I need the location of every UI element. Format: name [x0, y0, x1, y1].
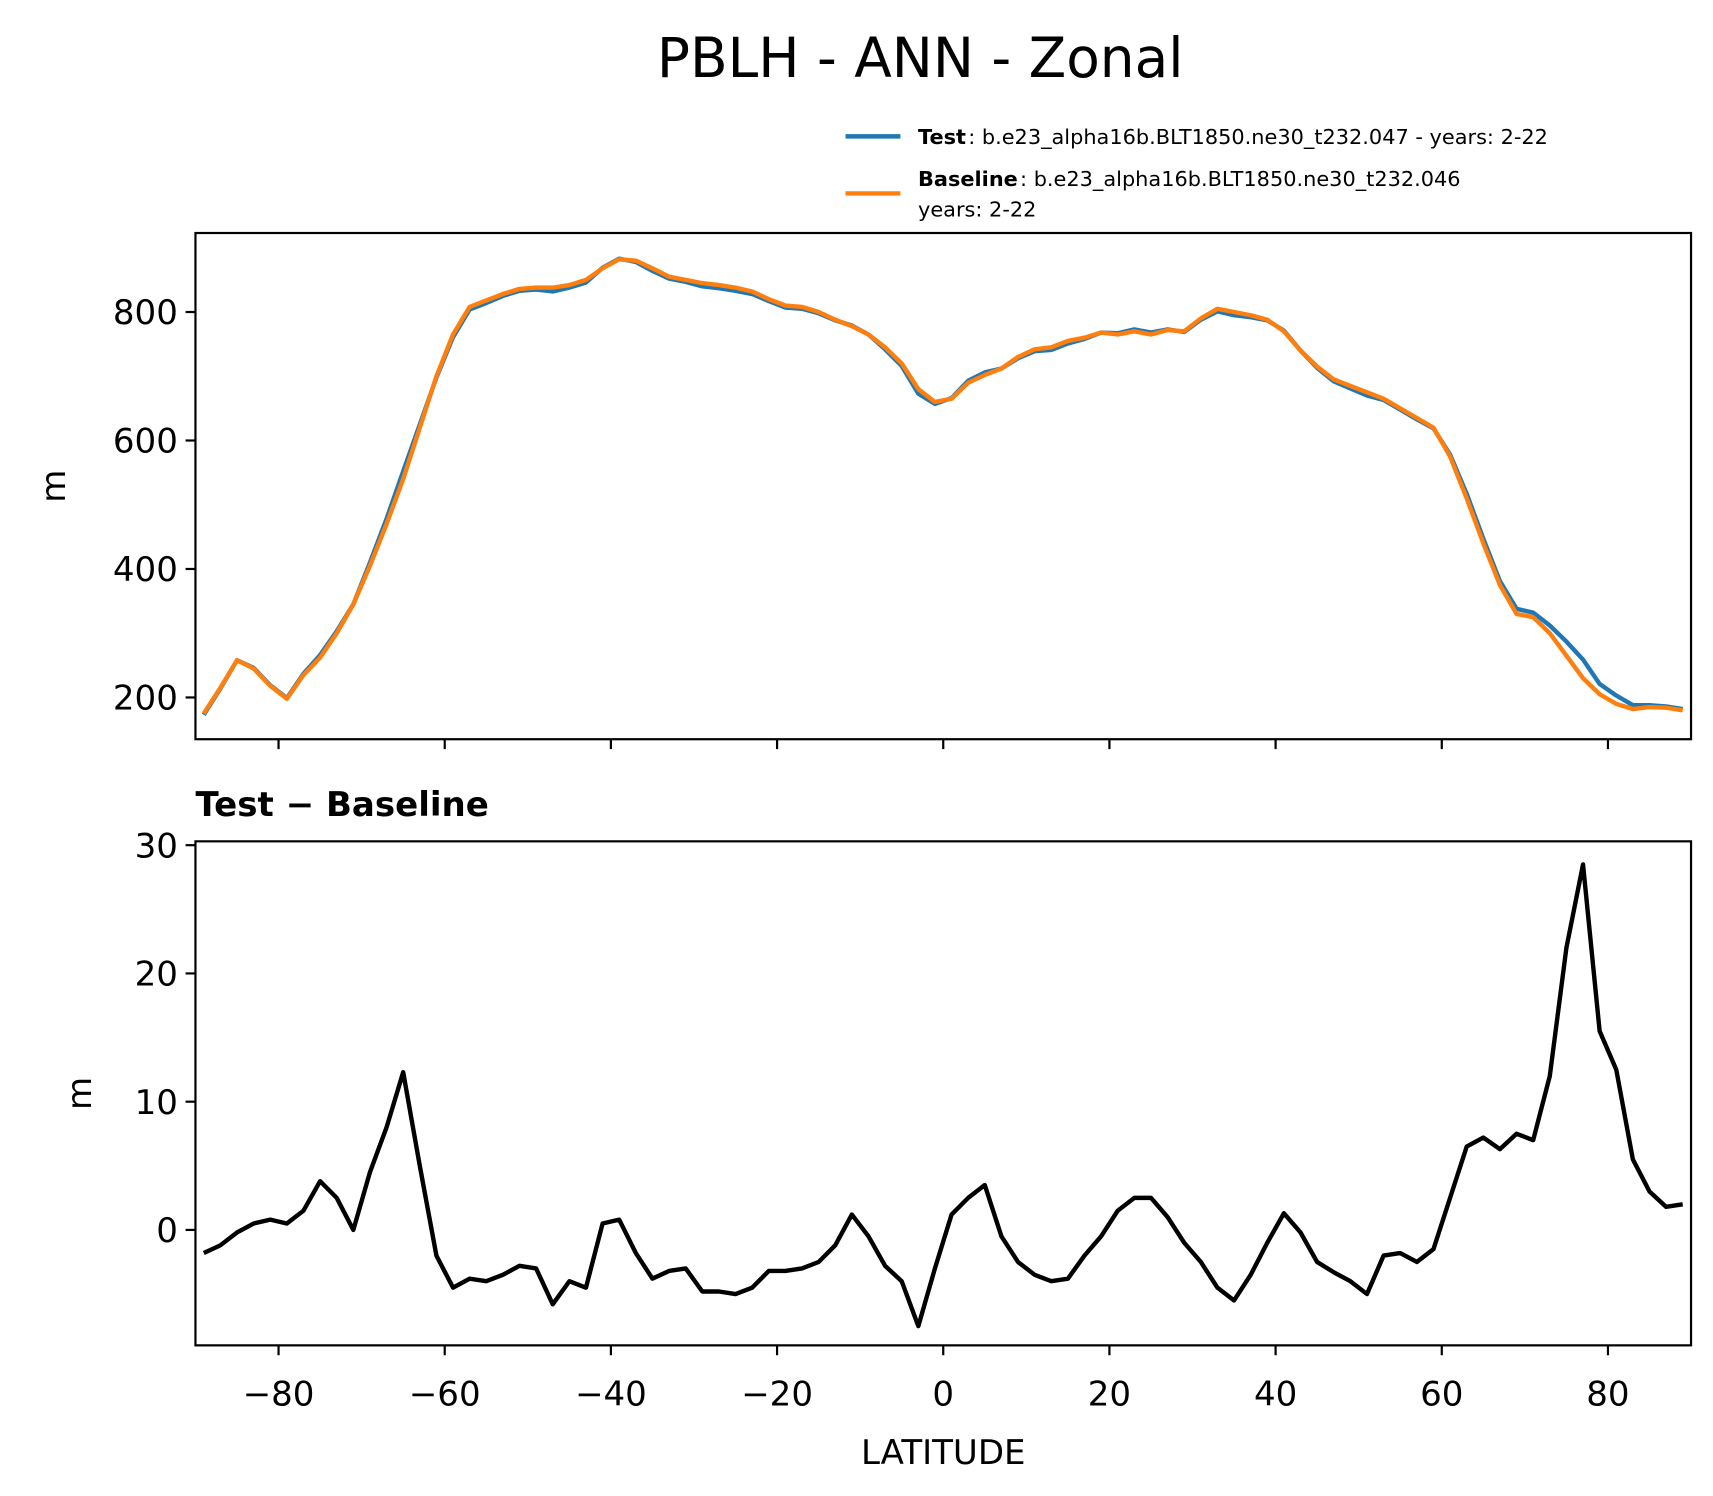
data-line: [201, 257, 1684, 715]
y-tick-label: 800: [113, 293, 178, 333]
x-tick-label: −40: [575, 1375, 647, 1415]
axes-frame: [194, 840, 1693, 1347]
plot-area: [202, 862, 1684, 1329]
y-tick-label: 20: [135, 955, 178, 995]
x-tick-label: 40: [1254, 1375, 1297, 1415]
legend-description: : b.e23_alpha16b.BLT1850.ne30_t232.047 -…: [968, 125, 1548, 150]
plot-area: [201, 256, 1684, 716]
legend-label: Baseline: [918, 167, 1018, 191]
legend-description: : b.e23_alpha16b.BLT1850.ne30_t232.046: [1020, 167, 1461, 192]
x-tick-label: 80: [1586, 1375, 1629, 1415]
x-tick-label: −20: [741, 1375, 813, 1415]
y-tick-label: 200: [113, 679, 178, 719]
y-axis-label: m: [60, 1077, 100, 1110]
y-axis-label: m: [34, 470, 74, 503]
x-tick-label: 0: [932, 1375, 954, 1415]
y-tick-label: 0: [156, 1211, 178, 1251]
axes-frame: [194, 231, 1693, 741]
y-tick-label: 30: [135, 826, 178, 866]
x-tick-label: 60: [1420, 1375, 1463, 1415]
y-tick-label: 10: [135, 1083, 178, 1123]
subplot-title: Test − Baseline: [195, 785, 488, 825]
x-tick-label: 20: [1088, 1375, 1131, 1415]
y-tick-label: 400: [113, 550, 178, 590]
y-tick-label: 600: [113, 422, 178, 462]
x-tick-label: −60: [409, 1375, 481, 1415]
figure-title: PBLH - ANN - Zonal: [657, 26, 1184, 90]
x-axis-label: LATITUDE: [861, 1433, 1026, 1473]
legend-description: years: 2-22: [918, 198, 1036, 222]
data-line: [202, 862, 1684, 1329]
legend-label: Test: [918, 125, 966, 149]
x-tick-label: −80: [243, 1375, 315, 1415]
